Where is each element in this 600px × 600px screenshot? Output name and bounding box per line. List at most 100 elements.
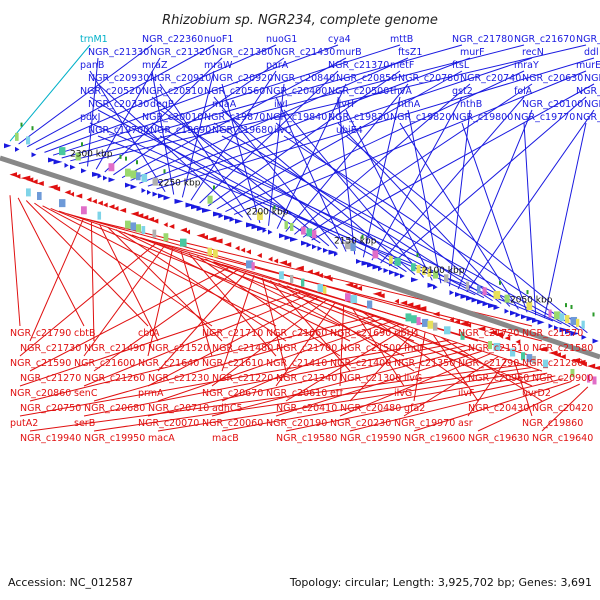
kbp-tick-label: 2150 kbp	[334, 237, 377, 247]
reverse-gene-mark	[394, 298, 399, 304]
forward-gene-mark	[510, 310, 517, 316]
marker-tick	[570, 304, 573, 309]
leader-line	[89, 96, 321, 244]
gene-label-forward: parA	[266, 60, 289, 71]
leader-line	[380, 96, 525, 264]
gene-label-reverse: NGR_c21700	[276, 343, 337, 354]
reverse-feature-block	[81, 206, 87, 215]
reverse-gene-mark	[466, 322, 472, 328]
gene-label-reverse: NGR_c21600	[74, 358, 135, 369]
leader-line	[151, 70, 175, 195]
leader-line	[294, 83, 471, 235]
leader-line	[285, 375, 556, 432]
leader-line	[34, 202, 213, 327]
reverse-gene-mark	[9, 172, 18, 178]
leader-line	[29, 315, 377, 402]
forward-feature-block	[59, 147, 66, 156]
forward-feature-block	[284, 221, 288, 230]
reverse-feature-block	[290, 274, 294, 283]
forward-gene-mark	[471, 297, 479, 303]
gene-label-reverse: NGR_c21580	[532, 343, 593, 354]
marker-tick	[163, 169, 166, 174]
gene-label-forward: NGR_c20340	[576, 86, 600, 97]
gene-label-reverse: uvrD2	[522, 388, 551, 399]
leader-line	[70, 44, 525, 162]
gene-label-forward: NGR_c20560	[204, 86, 265, 97]
gene-label-reverse: NGR_c21730	[20, 343, 81, 354]
reverse-gene-mark	[246, 249, 252, 255]
reverse-gene-mark	[570, 357, 581, 363]
forward-gene-mark	[81, 168, 87, 174]
forward-gene-mark	[433, 284, 438, 290]
gene-label-reverse: NGR_c21610	[202, 358, 263, 369]
leader-line	[213, 122, 493, 302]
forward-feature-block	[493, 290, 501, 299]
leader-line	[407, 109, 442, 284]
reverse-feature-block	[367, 300, 373, 309]
leader-lines	[9, 44, 595, 432]
forward-gene-mark	[279, 233, 287, 239]
leader-line	[211, 298, 328, 387]
gene-label-forward: NGR_c21370	[328, 60, 389, 71]
reverse-feature-block	[532, 355, 536, 364]
gene-label-reverse: NGR_c19600	[404, 433, 465, 444]
forward-feature-block	[75, 152, 81, 161]
forward-gene-mark	[565, 329, 573, 335]
leader-line	[180, 250, 213, 357]
marker-tick	[273, 205, 276, 210]
reverse-gene-mark	[284, 262, 292, 268]
gene-label-reverse: NGR_c21520	[148, 343, 209, 354]
gene-label-reverse: NGR_c21510	[468, 343, 529, 354]
leader-line	[130, 57, 409, 181]
forward-gene-mark	[367, 262, 376, 268]
forward-gene-mark	[328, 249, 338, 255]
leader-line	[99, 224, 159, 342]
leader-line	[283, 135, 580, 331]
marker-tick	[499, 280, 501, 285]
leader-line	[275, 350, 483, 417]
forward-gene-mark	[246, 222, 256, 228]
forward-gene-mark	[400, 273, 405, 279]
leader-line	[403, 356, 499, 417]
gene-label-forward: NGR_c19800	[452, 112, 513, 123]
reverse-gene-mark	[581, 361, 587, 367]
forward-gene-mark	[15, 146, 20, 152]
gene-label-forward: NGR_c21380	[212, 47, 273, 58]
marker-tick	[565, 303, 567, 308]
leader-line	[50, 207, 341, 327]
gene-label-reverse: putA2	[10, 418, 38, 429]
reverse-gene-mark	[31, 179, 38, 185]
reverse-feature-block	[207, 247, 213, 256]
reverse-feature-block	[246, 260, 253, 269]
reverse-gene-mark	[141, 215, 149, 221]
forward-gene-mark	[306, 242, 312, 248]
leader-line	[211, 347, 475, 417]
forward-feature-block	[504, 294, 510, 303]
reverse-feature-block	[587, 374, 591, 383]
gene-label-forward: NGR_c19740	[576, 112, 600, 123]
reverse-feature-block	[125, 220, 131, 229]
leader-line	[147, 57, 533, 187]
gene-label-forward: murF	[460, 47, 485, 58]
forward-gene-mark	[141, 188, 146, 194]
gene-label-forward: nthA	[398, 99, 421, 110]
leader-line	[285, 326, 410, 402]
leader-line	[457, 109, 533, 290]
reverse-feature-block	[97, 211, 102, 220]
gene-label-reverse: NGR_c21400	[330, 358, 391, 369]
reverse-feature-block	[279, 271, 284, 280]
gene-label-reverse: asr	[458, 418, 473, 429]
leader-line	[95, 57, 161, 170]
reverse-gene-mark	[515, 339, 521, 345]
reverse-gene-mark	[147, 216, 155, 222]
forward-gene-mark	[53, 159, 63, 165]
leader-line	[466, 109, 595, 293]
gene-label-reverse: NGR_c21230	[148, 373, 209, 384]
reverse-feature-block	[59, 199, 66, 208]
gene-label-forward: NGR_c21670	[514, 34, 575, 45]
gene-label-forward: trnM1	[80, 34, 108, 45]
reverse-gene-mark	[202, 234, 209, 240]
gene-label-reverse: NGR_c21290	[458, 358, 519, 369]
forward-feature-block	[141, 174, 148, 183]
reverse-gene-mark	[92, 198, 97, 204]
